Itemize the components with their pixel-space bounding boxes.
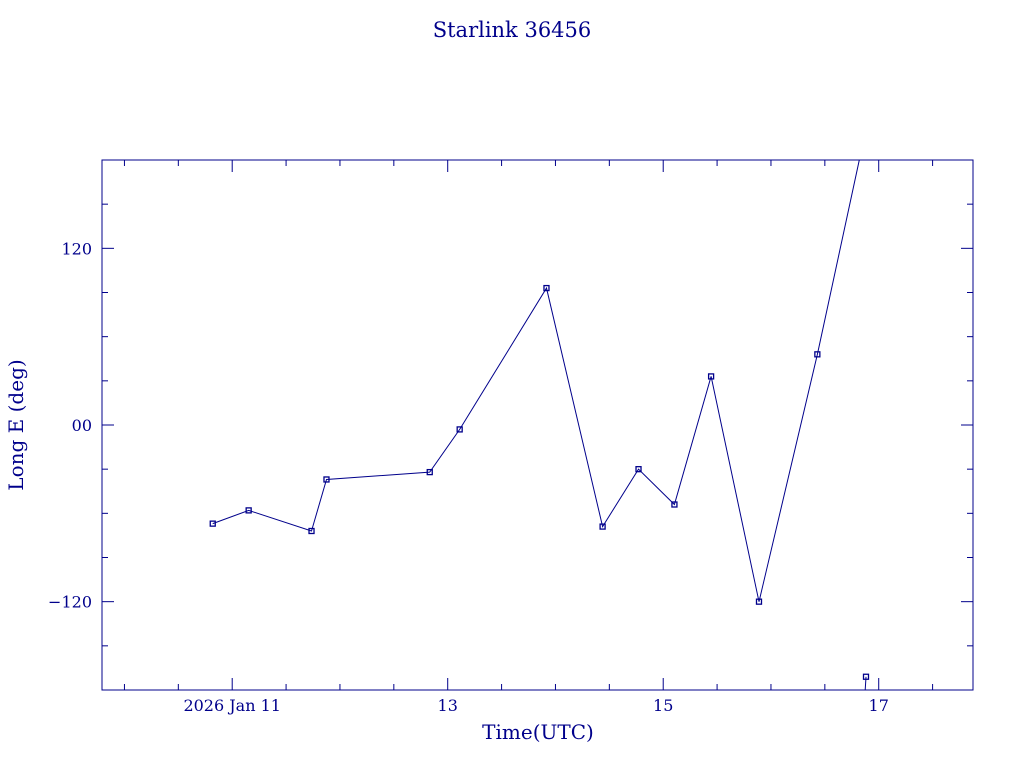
series-lines (212, 159, 867, 691)
x-tick-label: 15 (653, 696, 673, 715)
data-point (635, 466, 642, 473)
x-axis-label: Time(UTC) (482, 720, 594, 744)
axis-ticks (102, 160, 973, 690)
data-point (755, 598, 763, 605)
data-point (862, 673, 870, 680)
data-point (671, 501, 678, 508)
chart-title: Starlink 36456 (433, 18, 592, 42)
axis-tick-labels: 2026 Jan 11 13 15 17 120 00 −120 (48, 239, 889, 715)
series-line (212, 159, 860, 602)
data-point (456, 426, 463, 433)
y-tick-label: −120 (48, 593, 92, 612)
data-point (308, 527, 315, 535)
y-tick-label: 120 (61, 239, 92, 258)
y-tick-label: 00 (72, 416, 92, 435)
data-point (707, 373, 715, 380)
x-tick-label: 17 (869, 696, 889, 715)
data-point (209, 520, 216, 527)
x-tick-label: 2026 Jan 11 (183, 696, 281, 715)
series-markers (209, 284, 870, 680)
data-point (814, 351, 821, 358)
data-point (426, 468, 433, 476)
data-point (599, 523, 606, 530)
data-point (245, 507, 252, 514)
y-axis-label: Long E (deg) (4, 359, 28, 490)
x-tick-label: 13 (438, 696, 458, 715)
data-point (323, 476, 330, 483)
data-point (543, 284, 550, 292)
